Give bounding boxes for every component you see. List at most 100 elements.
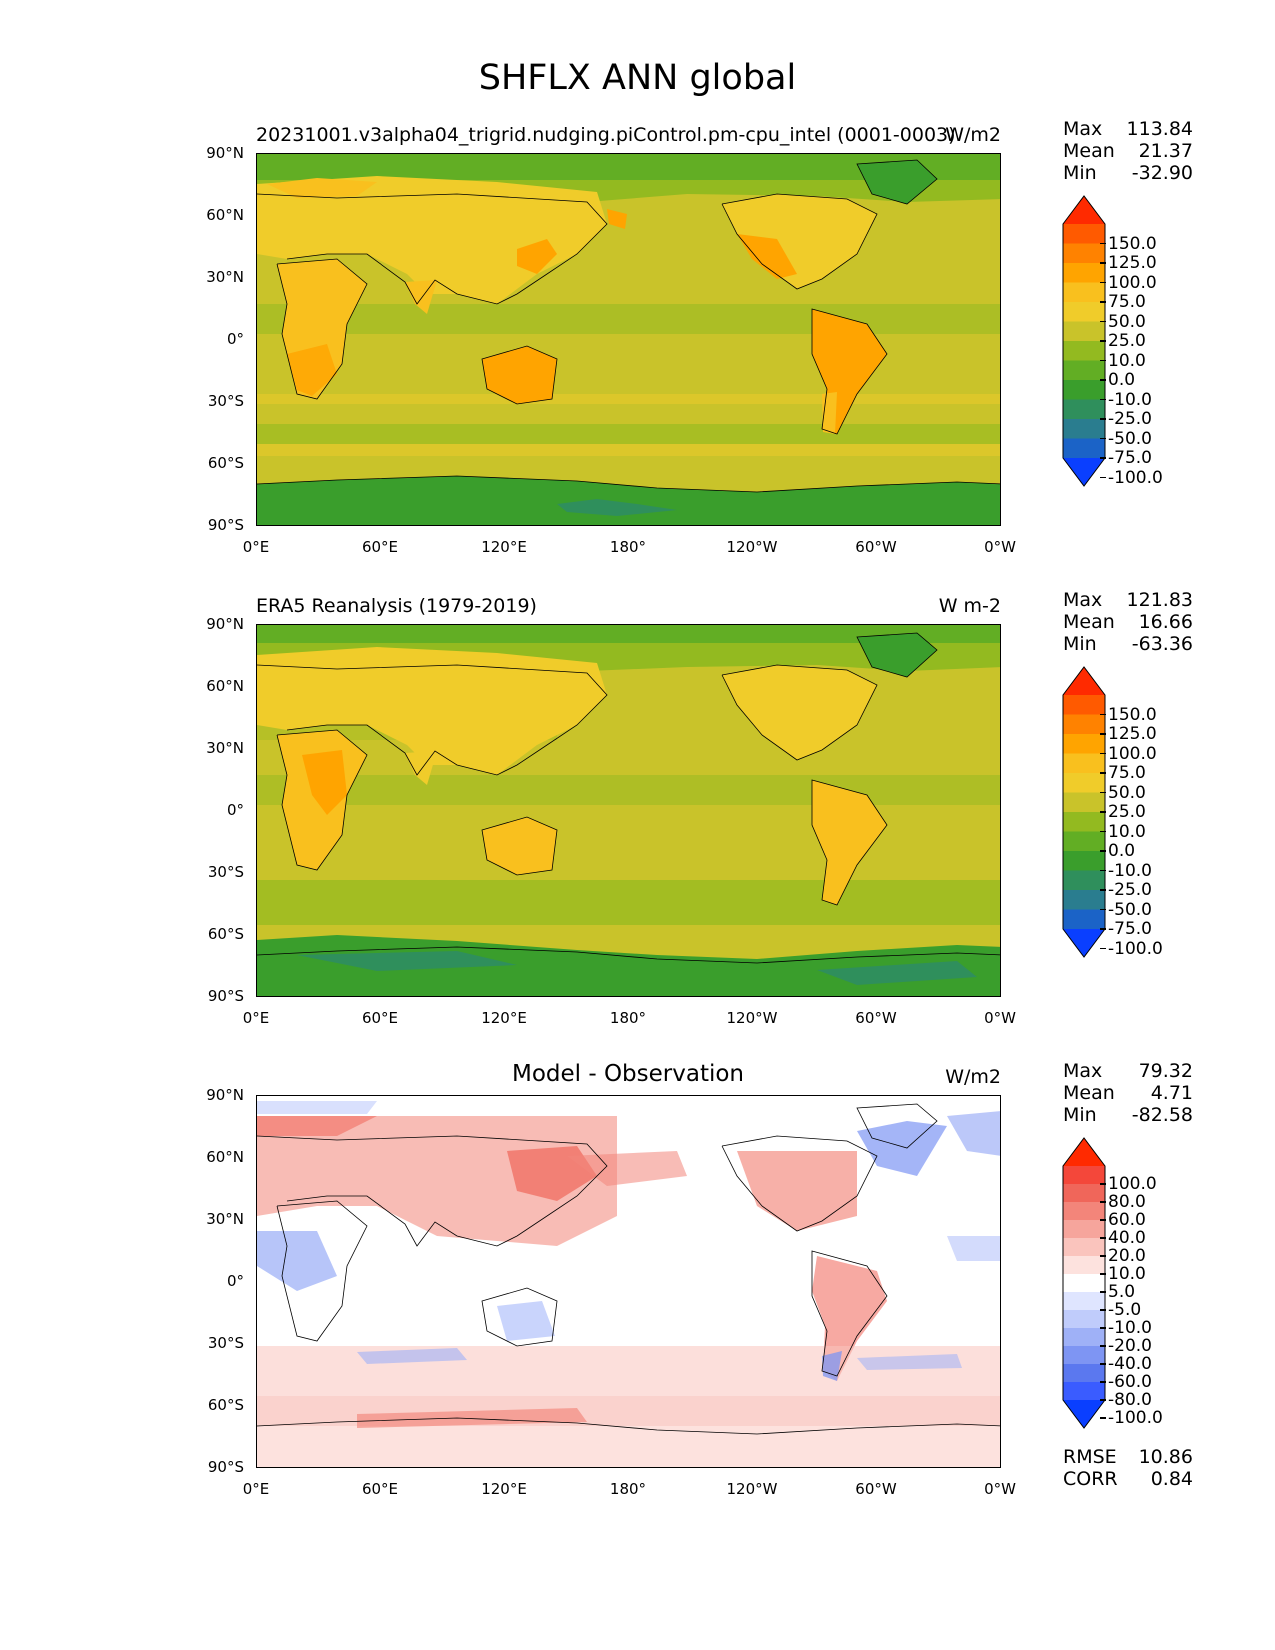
panel2-lon-label: 60°E (361, 1009, 399, 1027)
colorbar-tick (1100, 1309, 1106, 1311)
colorbar-tick (1100, 1417, 1106, 1419)
panel1-lat-label: 30°N (206, 268, 244, 286)
panel1-lat-label: 60°S (207, 454, 244, 472)
colorbar-level-label: -25.0 (1108, 409, 1152, 429)
colorbar-tick (1100, 418, 1106, 420)
colorbar-level-label: 75.0 (1108, 292, 1146, 312)
colorbar-extend-min (1063, 458, 1105, 486)
corr-value: 0.84 (1150, 1468, 1193, 1490)
panel1-colorbar (1062, 195, 1107, 491)
colorbar-tick (1100, 262, 1106, 264)
colorbar-band (1063, 302, 1105, 322)
colorbar-band (1063, 695, 1105, 715)
colorbar-extend-min (1063, 929, 1105, 957)
colorbar-band (1063, 1256, 1105, 1275)
colorbar-level-label: -10.0 (1108, 1318, 1152, 1338)
colorbar-band (1063, 321, 1105, 342)
colorbar-tick (1100, 1363, 1106, 1365)
stat-value: -32.90 (1131, 162, 1193, 184)
colorbar-level-label: -20.0 (1108, 1336, 1152, 1356)
stat-value: -82.58 (1131, 1104, 1193, 1126)
colorbar-level-label: 100.0 (1108, 743, 1157, 764)
panel1-lat-label: 90°N (206, 144, 244, 162)
colorbar-level-label: -75.0 (1108, 448, 1152, 468)
panel3-lat-label: 60°S (207, 1396, 244, 1414)
colorbar-level-label: 50.0 (1108, 311, 1146, 332)
colorbar-band (1063, 753, 1105, 774)
colorbar-band (1063, 831, 1105, 852)
colorbar-tick (1100, 850, 1106, 852)
stat-label: Min (1063, 162, 1097, 184)
stat-label: Max (1063, 589, 1103, 611)
panel2-lat-label: 0° (226, 801, 244, 819)
colorbar-tick (1100, 772, 1106, 774)
colorbar-level-label: 100.0 (1108, 272, 1157, 293)
colorbar-tick (1100, 908, 1106, 911)
panel1-lon-label: 60°W (855, 538, 897, 556)
panel3-title: Model - Observation (511, 1061, 745, 1087)
panel2-stats: Max 121.83 Mean 16.66 Min -63.36 (1063, 589, 1193, 655)
panel2-lon-label: 180° (609, 1009, 647, 1027)
colorbar-tick (1100, 733, 1106, 735)
panel2-lon-label: 0°W (984, 1009, 1016, 1027)
panel1-title: 20231001.v3alpha04_trigrid.nudging.piCon… (256, 124, 956, 146)
colorbar-level-label: 25.0 (1108, 802, 1146, 822)
colorbar-tick (1100, 1237, 1106, 1239)
colorbar-tick (1100, 1327, 1106, 1329)
colorbar-band (1063, 224, 1105, 244)
colorbar-band (1063, 1310, 1105, 1329)
stat-value: 113.84 (1126, 118, 1193, 140)
colorbar-band (1063, 399, 1105, 420)
panel2-lon-label: 0°E (242, 1009, 270, 1027)
colorbar-level-label: -100.0 (1108, 1408, 1163, 1428)
colorbar-tick (1100, 1201, 1106, 1203)
colorbar-level-label: 0.0 (1108, 841, 1136, 861)
colorbar-extend-max (1063, 667, 1105, 695)
panel2-title: ERA5 Reanalysis (1979-2019) (256, 595, 537, 617)
colorbar-band (1063, 419, 1105, 439)
colorbar-band (1063, 243, 1105, 264)
colorbar-level-label: -80.0 (1108, 1390, 1152, 1410)
stat-value: 121.83 (1126, 589, 1193, 611)
colorbar-tick (1100, 928, 1106, 930)
colorbar-tick (1100, 1273, 1106, 1275)
colorbar-band (1063, 812, 1105, 832)
panel2-lat-label: 60°S (207, 925, 244, 943)
stat-value: -63.36 (1131, 633, 1193, 655)
panel1-stats: Max 113.84 Mean 21.37 Min -32.90 (1063, 118, 1193, 184)
panel2-lat-label: 30°S (207, 863, 244, 881)
colorbar-tick (1100, 791, 1106, 794)
colorbar-level-label: 150.0 (1108, 704, 1157, 725)
colorbar-level-label: -40.0 (1108, 1354, 1152, 1374)
panel2-lat-label: 90°S (207, 987, 244, 1005)
stat-label: Min (1063, 633, 1097, 655)
colorbar-extend-max (1063, 196, 1105, 224)
panel1-lat-label: 0° (226, 330, 244, 348)
colorbar-level-label: 10.0 (1108, 821, 1146, 842)
colorbar-band (1063, 438, 1105, 459)
stat-value: 21.37 (1138, 140, 1193, 162)
panel3-metrics: RMSE 10.86 CORR 0.84 (1063, 1446, 1193, 1490)
colorbar-band (1063, 870, 1105, 891)
colorbar-level-label: 125.0 (1108, 253, 1157, 273)
colorbar-band (1063, 1364, 1105, 1383)
colorbar-tick (1100, 340, 1106, 342)
colorbar-level-label: -25.0 (1108, 880, 1152, 900)
figure-title: SHFLX ANN global (478, 58, 797, 98)
panel1-map (256, 153, 1001, 526)
colorbar-band (1063, 792, 1105, 813)
panel1-lat-label: 90°S (207, 516, 244, 534)
colorbar-tick (1100, 320, 1106, 323)
stat-value: 16.66 (1138, 611, 1193, 633)
colorbar-tick (1100, 359, 1106, 362)
panel3-lon-label: 180° (609, 1480, 647, 1498)
panel1-lat-label: 30°S (207, 392, 244, 410)
colorbar-level-label: -100.0 (1108, 467, 1163, 488)
colorbar-tick (1100, 379, 1106, 381)
panel2-lon-label: 60°W (855, 1009, 897, 1027)
colorbar-band (1063, 851, 1105, 871)
stat-value: 79.32 (1138, 1060, 1193, 1082)
panel1-lon-label: 120°E (481, 538, 527, 556)
colorbar-band (1063, 734, 1105, 754)
colorbar-tick (1100, 301, 1106, 303)
